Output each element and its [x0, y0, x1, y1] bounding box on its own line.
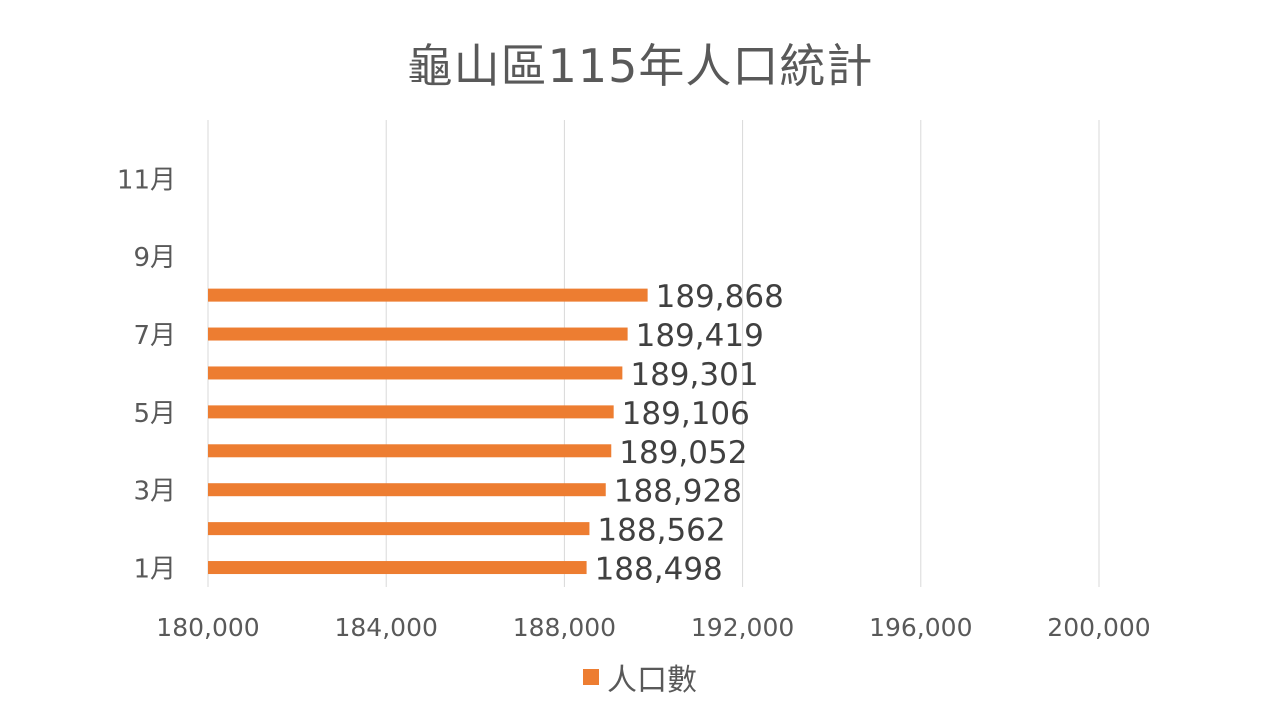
x-tick-label: 196,000 [869, 613, 972, 642]
y-tick-label: 11月 [117, 165, 176, 195]
data-label: 189,052 [619, 435, 747, 471]
x-tick-label: 192,000 [691, 613, 794, 642]
bar [208, 366, 623, 380]
legend-swatch [583, 669, 599, 685]
data-label: 188,498 [595, 552, 723, 588]
x-tick-label: 200,000 [1047, 613, 1150, 642]
data-label: 189,301 [630, 357, 758, 393]
data-label: 189,419 [636, 318, 764, 354]
data-label: 188,928 [614, 474, 742, 510]
y-tick-label: 9月 [133, 243, 176, 273]
bar [208, 288, 648, 302]
bar [208, 561, 587, 575]
data-label: 189,106 [622, 396, 750, 432]
bar [208, 483, 606, 497]
data-label: 189,868 [656, 279, 784, 315]
chart-title: 龜山區115年人口統計 [406, 39, 874, 93]
x-tick-label: 180,000 [156, 613, 259, 642]
bar [208, 405, 614, 419]
bar [208, 327, 628, 341]
legend: 人口數 [0, 655, 1280, 699]
x-tick-label: 188,000 [513, 613, 616, 642]
legend-label: 人口數 [607, 663, 697, 698]
y-tick-label: 5月 [133, 399, 176, 429]
y-tick-label: 7月 [133, 321, 176, 351]
x-tick-label: 184,000 [335, 613, 438, 642]
bar [208, 444, 612, 458]
y-tick-label: 1月 [133, 555, 176, 585]
bar [208, 522, 590, 536]
y-tick-label: 3月 [133, 477, 176, 507]
data-label: 188,562 [597, 513, 725, 549]
